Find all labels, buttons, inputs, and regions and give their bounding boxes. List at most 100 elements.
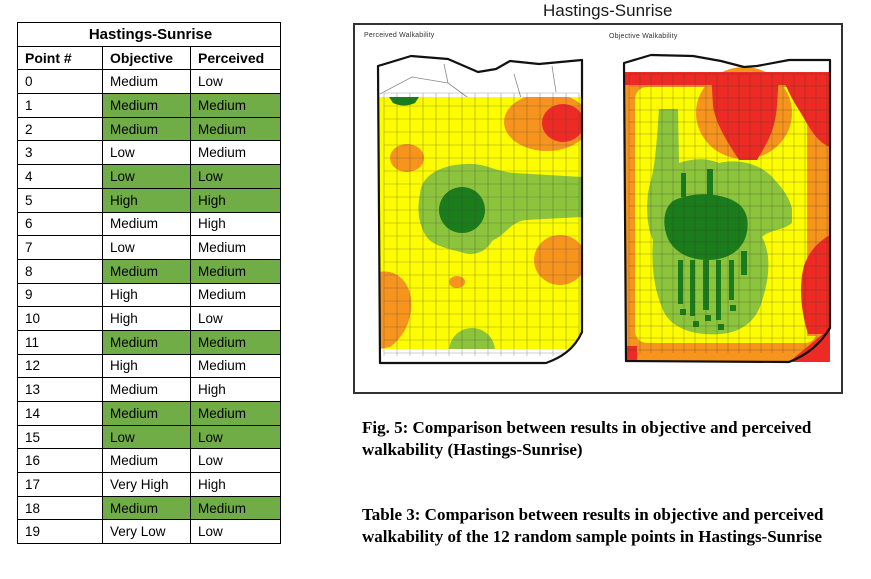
cell-perceived: Low — [190, 519, 281, 545]
cell-point: 7 — [17, 235, 103, 260]
table-row: 17 Very High High — [17, 472, 281, 497]
table-row: 14 Medium Medium — [17, 401, 281, 426]
cell-perceived: Low — [190, 306, 281, 331]
table-caption-line1: Table 3: Comparison between results in o… — [362, 505, 824, 524]
cell-objective: Low — [102, 424, 191, 450]
table-row: 12 High Medium — [17, 353, 281, 379]
cell-point: 2 — [17, 116, 103, 142]
table-row: 6 Medium High — [17, 211, 281, 237]
figure-caption-line2: walkability (Hastings-Sunrise) — [362, 440, 583, 460]
objective-map-label: Objective Walkability — [609, 33, 678, 40]
cell-objective: High — [102, 306, 191, 331]
table-caption: Table 3: Comparison between results in o… — [362, 504, 862, 548]
table-title-row: Hastings-Sunrise — [17, 22, 281, 47]
cell-point: 1 — [17, 93, 103, 118]
cell-objective: Medium — [102, 401, 191, 426]
cell-point: 11 — [17, 329, 103, 355]
cell-objective: Medium — [102, 93, 191, 118]
objective-map-fill — [624, 55, 830, 362]
cell-perceived: Medium — [190, 116, 281, 142]
table-caption-line2: walkability of the 12 random sample poin… — [362, 527, 823, 547]
cell-objective: Medium — [102, 258, 191, 284]
cell-perceived: Medium — [190, 258, 281, 284]
cell-objective: Medium — [102, 377, 191, 402]
cell-objective: Medium — [102, 69, 191, 95]
column-header-point: Point # — [17, 45, 103, 71]
figure-caption: Fig. 5: Comparison between results in ob… — [362, 417, 862, 461]
map-panel: Perceived Walkability Objective Walkabil… — [353, 23, 843, 394]
cell-point: 10 — [17, 306, 103, 331]
cell-point: 14 — [17, 401, 103, 426]
cell-perceived: Medium — [190, 93, 281, 118]
cell-perceived: Medium — [190, 401, 281, 426]
cell-objective: High — [102, 353, 191, 379]
cell-point: 9 — [17, 282, 103, 308]
walkability-table: Hastings-Sunrise Point # Objective Perce… — [17, 22, 281, 545]
table-title: Hastings-Sunrise — [17, 22, 281, 47]
table-row: 8 Medium Medium — [17, 258, 281, 284]
cell-perceived: High — [190, 211, 281, 237]
cell-objective: Medium — [102, 448, 191, 474]
perceived-map-boundary — [376, 54, 584, 365]
cell-perceived: Medium — [190, 140, 281, 166]
cell-perceived: High — [190, 472, 281, 497]
table-row: 11 Medium Medium — [17, 329, 281, 355]
cell-objective: Medium — [102, 329, 191, 355]
table-row: 0 Medium Low — [17, 69, 281, 95]
cell-objective: Medium — [102, 211, 191, 237]
cell-perceived: Medium — [190, 235, 281, 260]
cell-point: 15 — [17, 424, 103, 450]
table-row: 3 Low Medium — [17, 140, 281, 166]
table-header-row: Point # Objective Perceived — [17, 45, 281, 71]
perceived-map-fill — [378, 56, 582, 363]
column-header-objective: Objective — [102, 45, 191, 71]
figure-title: Hastings-Sunrise — [543, 1, 673, 20]
table-row: 9 High Medium — [17, 282, 281, 308]
cell-point: 19 — [17, 519, 103, 545]
cell-point: 13 — [17, 377, 103, 402]
cell-objective: Medium — [102, 495, 191, 521]
objective-walkability-map — [622, 53, 832, 364]
cell-point: 6 — [17, 211, 103, 237]
table-row: 18 Medium Medium — [17, 495, 281, 521]
cell-perceived: Medium — [190, 495, 281, 521]
objective-map-boundary — [622, 53, 832, 364]
table-row: 2 Medium Medium — [17, 116, 281, 142]
cell-perceived: Low — [190, 424, 281, 450]
table-body: 0 Medium Low 1 Medium Medium 2 Medium Medium 3 Low… — [17, 69, 281, 545]
cell-point: 17 — [17, 472, 103, 497]
cell-perceived: Medium — [190, 329, 281, 355]
cell-perceived: Low — [190, 164, 281, 189]
cell-perceived: Medium — [190, 282, 281, 308]
table-row: 13 Medium High — [17, 377, 281, 402]
cell-point: 18 — [17, 495, 103, 521]
cell-point: 4 — [17, 164, 103, 189]
cell-point: 12 — [17, 353, 103, 379]
column-header-perceived: Perceived — [190, 45, 281, 71]
cell-objective: Very High — [102, 472, 191, 497]
cell-point: 16 — [17, 448, 103, 474]
table-row: 5 High High — [17, 187, 281, 213]
cell-objective: Medium — [102, 116, 191, 142]
cell-objective: High — [102, 282, 191, 308]
cell-perceived: Medium — [190, 353, 281, 379]
cell-perceived: High — [190, 187, 281, 213]
cell-perceived: Low — [190, 448, 281, 474]
table-row: 10 High Low — [17, 306, 281, 331]
cell-objective: Low — [102, 235, 191, 260]
perceived-map-label: Perceived Walkability — [364, 32, 435, 39]
cell-point: 5 — [17, 187, 103, 213]
table-row: 16 Medium Low — [17, 448, 281, 474]
cell-perceived: Low — [190, 69, 281, 95]
cell-perceived: High — [190, 377, 281, 402]
table-row: 19 Very Low Low — [17, 519, 281, 545]
cell-point: 3 — [17, 140, 103, 166]
perceived-walkability-map — [376, 54, 584, 365]
cell-objective: Very Low — [102, 519, 191, 545]
cell-point: 0 — [17, 69, 103, 95]
table-row: 15 Low Low — [17, 424, 281, 450]
walkability-table-container: Hastings-Sunrise Point # Objective Perce… — [17, 22, 281, 545]
figure-caption-line1: Fig. 5: Comparison between results in ob… — [362, 418, 812, 437]
table-row: 1 Medium Medium — [17, 93, 281, 118]
